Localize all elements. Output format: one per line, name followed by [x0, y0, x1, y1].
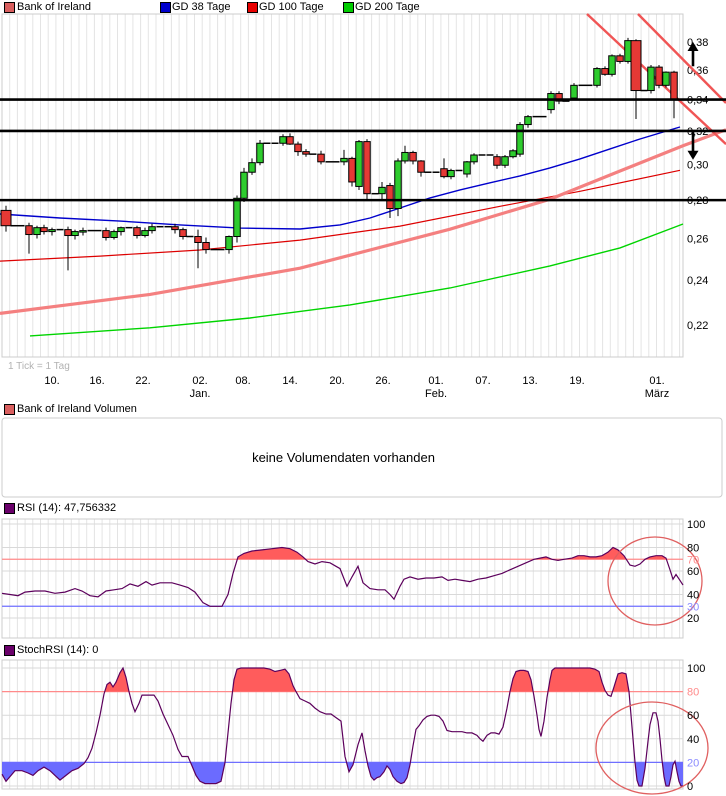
- svg-text:13.: 13.: [522, 375, 537, 387]
- svg-text:20: 20: [687, 613, 699, 625]
- stochrsi-highlight-circle: [595, 701, 709, 795]
- candlestick-series: [0, 37, 678, 271]
- svg-text:Jan.: Jan.: [190, 388, 211, 400]
- legend-item-gd200: GD 200 Tage: [355, 1, 420, 13]
- svg-text:10.: 10.: [44, 375, 59, 387]
- price-axis-labels: 0,380,360,340,320,300,280,260,240,22: [687, 37, 708, 332]
- stochrsi-swatch: [4, 645, 15, 656]
- svg-text:0,26: 0,26: [687, 233, 708, 245]
- svg-text:07.: 07.: [475, 375, 490, 387]
- rsi-panel: [1, 536, 703, 626]
- volume-panel-title: Bank of Ireland Volumen: [17, 403, 137, 415]
- main-grid: [1, 13, 684, 358]
- svg-text:80: 80: [687, 543, 699, 555]
- svg-text:0: 0: [687, 781, 693, 793]
- descending-trendline-2: [637, 13, 726, 104]
- svg-text:14.: 14.: [282, 375, 297, 387]
- stochrsi-line: [1, 666, 683, 787]
- series-swatch-bank-of-ireland: [4, 2, 15, 13]
- gd38-line: [0, 126, 681, 230]
- svg-text:30: 30: [687, 601, 699, 613]
- x-axis-labels: 10. 16. 22. 02.Jan.08. 14. 20. 26. 01.Feb.07. 13…: [44, 375, 669, 400]
- rsi-oversold-fill: [209, 606, 223, 607]
- svg-text:Feb.: Feb.: [425, 388, 447, 400]
- svg-text:20.: 20.: [329, 375, 344, 387]
- stochrsi-panel-title: StochRSI (14): 0: [17, 644, 99, 656]
- svg-text:40: 40: [687, 590, 699, 602]
- up-arrow-annotation: [687, 42, 699, 67]
- stochrsi-oversold-fill: [2, 762, 683, 786]
- stochrsi-overbought-fill: [104, 668, 630, 692]
- legend-item-gd100: GD 100 Tage: [259, 1, 324, 13]
- svg-text:19.: 19.: [569, 375, 584, 387]
- rsi-grid: [1, 518, 684, 639]
- svg-text:26.: 26.: [375, 375, 390, 387]
- svg-text:01.: 01.: [649, 375, 664, 387]
- series-swatch-gd100: [247, 2, 258, 13]
- volume-swatch: [4, 404, 15, 415]
- svg-text:80: 80: [687, 687, 699, 699]
- volume-panel-frame: [1, 417, 723, 498]
- svg-text:100: 100: [687, 663, 705, 675]
- stochrsi-axis-labels: 100 80 60 40 20 0: [687, 663, 705, 793]
- svg-text:70: 70: [687, 554, 699, 566]
- svg-text:März: März: [645, 388, 669, 400]
- stochrsi-panel: [1, 666, 709, 795]
- support-resistance-lines: [0, 98, 726, 202]
- svg-text:100: 100: [687, 519, 705, 531]
- svg-text:60: 60: [687, 710, 699, 722]
- series-swatch-gd38: [160, 2, 171, 13]
- ascending-trendline: [0, 128, 726, 315]
- gd200-line: [29, 223, 684, 337]
- series-swatch-gd200: [343, 2, 354, 13]
- rsi-swatch: [4, 503, 15, 514]
- svg-text:02.: 02.: [192, 375, 207, 387]
- svg-text:0,24: 0,24: [687, 275, 708, 287]
- rsi-overbought-fill: [237, 547, 667, 560]
- svg-text:22.: 22.: [135, 375, 150, 387]
- svg-text:08.: 08.: [235, 375, 250, 387]
- down-arrow-annotation: [687, 131, 699, 160]
- volume-empty-message: keine Volumendaten vorhanden: [252, 450, 435, 465]
- svg-text:60: 60: [687, 566, 699, 578]
- legend-item-bank-of-ireland: Bank of Ireland: [17, 1, 91, 13]
- rsi-panel-title: RSI (14): 47,756332: [17, 502, 117, 514]
- svg-text:20: 20: [687, 757, 699, 769]
- svg-text:01.: 01.: [428, 375, 443, 387]
- rsi-h-gridlines: [2, 523, 683, 619]
- rsi-line: [1, 546, 684, 607]
- svg-text:0,22: 0,22: [687, 320, 708, 332]
- svg-text:40: 40: [687, 734, 699, 746]
- legend-item-gd38: GD 38 Tage: [172, 1, 231, 13]
- svg-text:0,30: 0,30: [687, 159, 708, 171]
- svg-text:16.: 16.: [89, 375, 104, 387]
- tick-interval-note: 1 Tick = 1 Tag: [8, 361, 70, 372]
- rsi-highlight-circle: [607, 536, 703, 626]
